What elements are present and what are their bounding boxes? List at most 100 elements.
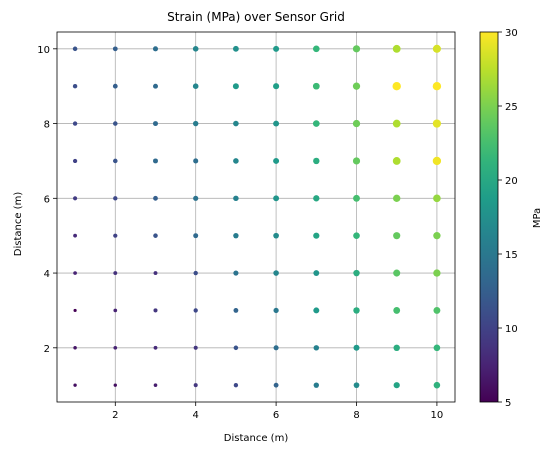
data-point (193, 233, 199, 239)
x-tick-label: 4 (193, 410, 199, 421)
y-tick-label: 6 (44, 194, 50, 205)
colorbar-tick-label: 5 (505, 398, 511, 409)
data-point (233, 270, 239, 276)
data-point (193, 383, 198, 388)
data-point (353, 232, 360, 240)
y-tick-label: 10 (37, 45, 50, 56)
data-point (432, 81, 442, 91)
data-point (273, 83, 280, 90)
data-point (393, 194, 401, 202)
data-point (113, 383, 117, 387)
plot-frame (56, 31, 456, 403)
data-point (113, 271, 118, 276)
data-point (273, 232, 279, 239)
data-point (273, 270, 279, 276)
data-point (432, 119, 442, 128)
data-point (233, 232, 239, 239)
data-point (113, 121, 118, 126)
data-point (393, 232, 401, 240)
data-point (433, 232, 441, 240)
data-point (113, 196, 118, 201)
data-point (233, 345, 239, 351)
data-point (73, 271, 77, 275)
data-point (72, 83, 78, 89)
data-point (113, 158, 118, 164)
x-tick-label: 10 (431, 410, 444, 421)
data-point (153, 233, 158, 238)
data-point (392, 157, 401, 165)
data-point (73, 346, 77, 350)
y-tick-label: 4 (44, 269, 50, 280)
data-point (273, 345, 279, 351)
data-point (313, 307, 320, 314)
data-point (72, 46, 78, 52)
data-point (153, 158, 158, 164)
data-point (153, 308, 158, 313)
colorbar-tick-label: 30 (505, 28, 518, 39)
data-point (73, 233, 78, 238)
chart-title: Strain (MPa) over Sensor Grid (167, 10, 345, 24)
y-axis-title: Distance (m) (13, 192, 24, 257)
data-point (433, 306, 441, 314)
data-point (353, 344, 360, 351)
colorbar-gradient (479, 31, 499, 403)
data-point (73, 383, 77, 387)
data-point (312, 45, 320, 53)
data-point (313, 270, 320, 277)
plot-background (57, 32, 455, 402)
data-point (393, 269, 401, 277)
data-point (432, 44, 441, 53)
data-point (73, 196, 78, 201)
x-axis-title: Distance (m) (224, 433, 289, 444)
colorbar-title: MPa (532, 208, 543, 228)
data-point (113, 308, 118, 313)
data-point (352, 82, 361, 90)
data-point (233, 383, 239, 388)
data-point (353, 382, 360, 389)
data-point (313, 232, 320, 239)
data-point (193, 308, 198, 313)
data-point (393, 307, 401, 314)
data-point (312, 120, 320, 127)
data-point (433, 381, 441, 389)
colorbar-tick-label: 10 (505, 324, 518, 335)
x-tick-label: 6 (273, 410, 279, 421)
data-point (112, 83, 118, 89)
data-point (193, 120, 199, 127)
data-point (393, 344, 400, 352)
data-point (392, 81, 401, 91)
data-point (273, 45, 280, 52)
data-point (273, 157, 280, 164)
data-point (72, 121, 78, 126)
data-point (273, 195, 280, 202)
data-point (273, 120, 280, 127)
data-point (352, 119, 361, 128)
data-point (233, 195, 239, 202)
plot-area: 2 4 6 8 10 2 4 6 8 10 (37, 31, 456, 421)
data-point (232, 83, 239, 90)
colorbar-tick-label: 15 (505, 250, 518, 261)
data-point (353, 307, 360, 314)
data-point (273, 382, 279, 388)
data-point (313, 382, 319, 388)
data-point (353, 194, 360, 202)
data-point (233, 158, 239, 164)
data-point (433, 194, 441, 203)
data-point (153, 83, 158, 89)
y-tick-label: 2 (44, 344, 50, 355)
colorbar-tick-label: 25 (505, 102, 518, 113)
data-point (232, 45, 239, 52)
data-point (432, 156, 442, 166)
data-point (192, 83, 199, 89)
data-point (153, 383, 158, 387)
data-point (393, 382, 400, 389)
colorbar-tick-label: 20 (505, 176, 518, 187)
data-point (193, 345, 198, 350)
data-point (353, 269, 360, 277)
data-point (153, 121, 158, 127)
data-point (113, 233, 118, 238)
y-tick-label: 8 (44, 120, 50, 131)
data-point (433, 269, 441, 277)
data-point (153, 345, 158, 350)
